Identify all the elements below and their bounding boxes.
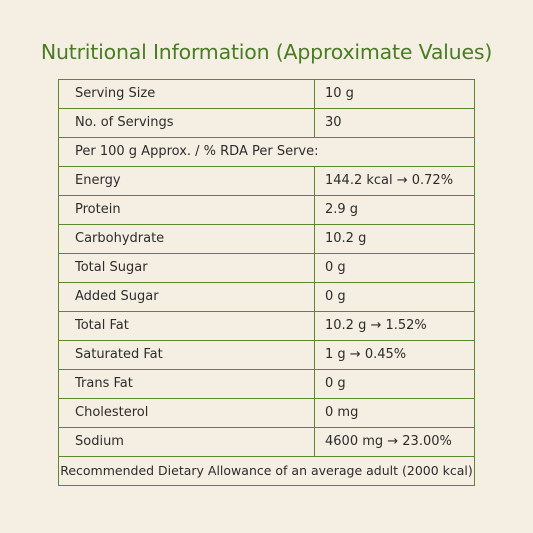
row-label: Sodium <box>58 427 315 457</box>
row-label: Serving Size <box>58 79 315 109</box>
row-value: 30 <box>314 108 475 138</box>
row-value: 1 g → 0.45% <box>314 340 475 370</box>
row-value: 4600 mg → 23.00% <box>314 427 475 457</box>
row-value: 10.2 g → 1.52% <box>314 311 475 341</box>
row-label: Total Sugar <box>58 253 315 283</box>
table-row-per-serve-header: Per 100 g Approx. / % RDA Per Serve: <box>58 137 475 167</box>
nutrition-table: Serving Size 10 g No. of Servings 30 Per… <box>58 79 475 486</box>
row-label: Cholesterol <box>58 398 315 428</box>
table-row-added-sugar: Added Sugar 0 g <box>58 282 475 312</box>
row-label: No. of Servings <box>58 108 315 138</box>
row-label: Carbohydrate <box>58 224 315 254</box>
row-label: Energy <box>58 166 315 196</box>
row-value: 10 g <box>314 79 475 109</box>
row-value: 2.9 g <box>314 195 475 225</box>
row-label: Saturated Fat <box>58 340 315 370</box>
table-row-total-fat: Total Fat 10.2 g → 1.52% <box>58 311 475 341</box>
table-row-total-sugar: Total Sugar 0 g <box>58 253 475 283</box>
row-value: 0 mg <box>314 398 475 428</box>
footer-note: Recommended Dietary Allowance of an aver… <box>58 456 475 486</box>
row-label: Trans Fat <box>58 369 315 399</box>
table-row-saturated-fat: Saturated Fat 1 g → 0.45% <box>58 340 475 370</box>
table-row-protein: Protein 2.9 g <box>58 195 475 225</box>
table-row-cholesterol: Cholesterol 0 mg <box>58 398 475 428</box>
table-row-footer: Recommended Dietary Allowance of an aver… <box>58 456 475 486</box>
page-title: Nutritional Information (Approximate Val… <box>40 40 493 64</box>
table-row-trans-fat: Trans Fat 0 g <box>58 369 475 399</box>
table-row-carbohydrate: Carbohydrate 10.2 g <box>58 224 475 254</box>
row-value: 10.2 g <box>314 224 475 254</box>
row-label: Total Fat <box>58 311 315 341</box>
row-value: 0 g <box>314 282 475 312</box>
table-row-energy: Energy 144.2 kcal → 0.72% <box>58 166 475 196</box>
table-row-servings: No. of Servings 30 <box>58 108 475 138</box>
row-value: 0 g <box>314 253 475 283</box>
row-label: Added Sugar <box>58 282 315 312</box>
row-label: Protein <box>58 195 315 225</box>
table-row-serving-size: Serving Size 10 g <box>58 79 475 109</box>
row-value: 0 g <box>314 369 475 399</box>
table-row-sodium: Sodium 4600 mg → 23.00% <box>58 427 475 457</box>
per-serve-header: Per 100 g Approx. / % RDA Per Serve: <box>58 137 475 167</box>
row-value: 144.2 kcal → 0.72% <box>314 166 475 196</box>
